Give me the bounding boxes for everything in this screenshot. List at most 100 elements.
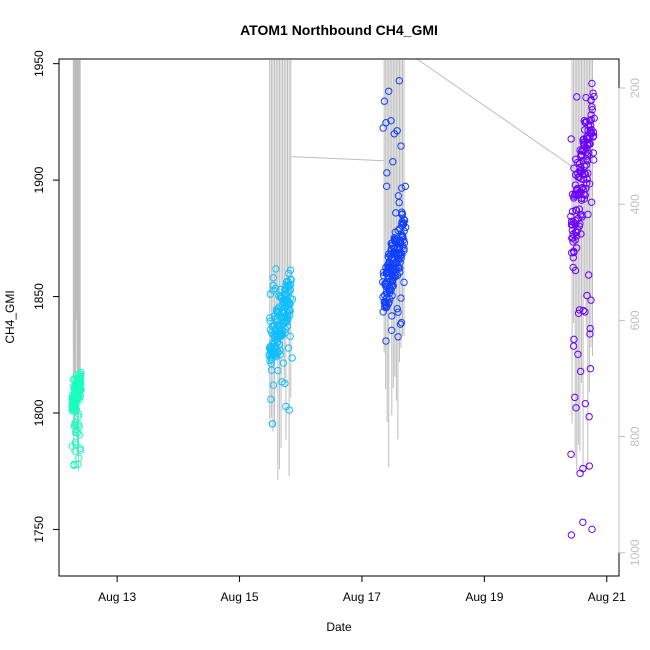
data-point [581,191,589,199]
data-point [590,114,598,123]
data-point [573,93,581,101]
data-point [76,444,84,453]
data-point [276,350,284,359]
data-point [583,179,591,187]
data-point [576,367,585,376]
data-point [397,294,405,302]
data-point [582,155,591,163]
data-point [380,97,389,105]
data-point [285,406,293,414]
data-point [273,322,281,330]
data-point [281,329,289,337]
data-point [569,230,577,238]
data-point [74,410,83,418]
data-point [567,450,575,458]
secondary-trace-segment [416,58,577,170]
data-point [588,103,596,111]
data-point [583,291,591,300]
data-point [583,152,592,160]
data-point [283,309,292,317]
secondary-trace-segment [291,156,384,162]
y-axis-label: CH4_GMI [3,290,17,343]
data-point [574,350,582,358]
data-point [401,182,410,191]
data-point [286,280,295,289]
data-point [586,324,594,333]
data-point [581,162,589,171]
data-point [72,406,81,414]
data-point [586,121,595,129]
data-point [397,142,405,150]
data-point [588,79,596,88]
data-point [75,396,83,404]
data-point [568,190,577,199]
data-point [270,339,279,347]
data-point [579,464,587,473]
data-point [567,531,576,539]
data-point [286,332,294,341]
x-tick-label: Aug 15 [221,590,259,604]
data-point [397,184,406,192]
data-point [276,346,284,355]
data-point [571,266,580,275]
y-axis: 1750 1800 1850 1900 1950 [32,50,60,543]
data-point [585,180,594,188]
data-point [266,314,274,322]
y-tick-label: 1750 [32,516,46,543]
data-point [388,312,396,320]
data-point [394,333,402,341]
data-point [581,399,590,408]
data-point [382,182,391,191]
data-point [387,326,396,334]
data-point [267,359,275,368]
data-point [387,116,395,125]
data-point [277,330,285,339]
data-point [584,271,593,279]
data-point [567,135,575,143]
data-point [589,149,598,157]
data-point [387,281,396,289]
data-point [283,313,291,322]
data-point [269,286,277,295]
data-point [396,264,404,272]
data-point [77,380,85,388]
data-point [569,342,578,350]
data-point [74,413,82,421]
data-point [393,127,401,135]
data-point [588,525,596,534]
data-point [288,354,296,362]
data-point [393,305,401,313]
x-tick-label: Aug 17 [343,590,381,604]
data-point [584,169,592,178]
data-point [570,335,578,344]
data-point [400,236,408,244]
y2-tick-label: 800 [628,426,642,446]
data-point [584,210,592,219]
data-point [586,330,594,338]
data-point [397,318,406,327]
data-point [589,133,597,141]
data-point [580,126,589,134]
chart-title: ATOM1 Northbound CH4_GMI [240,22,438,38]
data-point [577,230,585,238]
data-point [590,92,598,101]
data-point [587,296,595,304]
data-point [587,198,596,206]
data-point [388,291,396,300]
y2-tick-label: 1000 [628,539,642,566]
data-point [286,311,294,319]
data-point [579,518,587,526]
data-point [581,308,589,316]
data-point [382,119,390,127]
data-point [401,223,410,232]
data-point [585,140,593,148]
y-tick-label: 1950 [32,50,46,77]
data-point [383,169,391,177]
data-point [590,156,598,164]
data-point [75,423,83,431]
data-point [281,379,289,388]
data-point [397,254,405,262]
data-point [385,298,393,307]
x-axis-label: Date [326,620,352,634]
data-point [395,250,403,258]
